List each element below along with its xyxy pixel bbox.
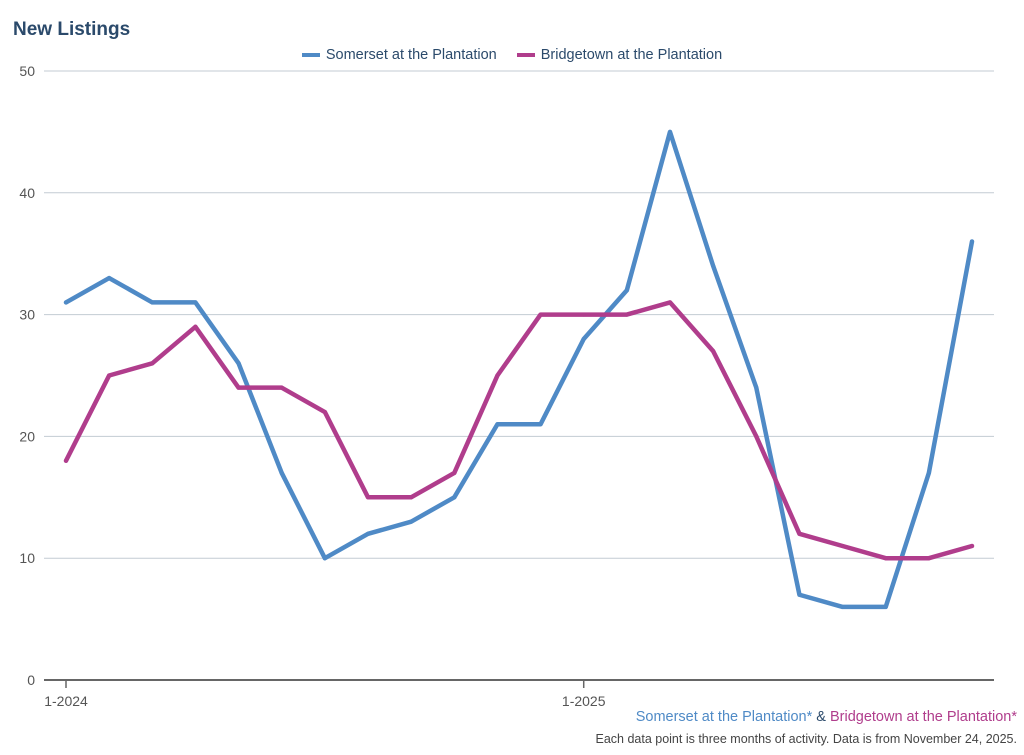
data-point	[754, 434, 759, 439]
y-tick-label: 20	[19, 428, 35, 444]
data-point	[624, 312, 629, 317]
data-point	[236, 385, 241, 390]
data-point	[495, 422, 500, 427]
legend-item-bridgetown[interactable]: Bridgetown at the Plantation	[516, 47, 723, 63]
data-point	[840, 604, 845, 609]
data-point	[452, 470, 457, 475]
footer-separator: &	[812, 709, 830, 725]
data-point	[711, 263, 716, 268]
data-point	[64, 300, 68, 305]
data-point	[840, 544, 845, 549]
data-point	[668, 129, 672, 134]
data-point	[150, 361, 155, 366]
data-point	[107, 373, 112, 378]
legend-swatch	[516, 53, 535, 57]
data-point	[970, 239, 974, 244]
data-point	[754, 385, 759, 390]
legend-label: Bridgetown at the Plantation	[540, 47, 723, 63]
data-point	[495, 373, 500, 378]
data-point	[797, 531, 802, 536]
legend: Somerset at the Plantation Bridgetown at…	[0, 45, 1024, 63]
data-point	[193, 300, 198, 305]
data-point	[409, 495, 414, 500]
data-point	[366, 495, 370, 500]
data-point	[711, 349, 716, 354]
data-point	[883, 556, 888, 561]
y-tick-label: 40	[19, 185, 35, 201]
y-tick-label: 50	[19, 63, 35, 79]
footer-note: Each data point is three months of activ…	[595, 732, 1017, 746]
data-point	[581, 336, 586, 341]
series-line-2	[63, 300, 975, 561]
data-point	[581, 312, 586, 317]
data-point	[538, 422, 543, 427]
footer-series2: Bridgetown at the Plantation*	[829, 709, 1017, 725]
data-point	[279, 385, 284, 390]
data-point	[538, 312, 543, 317]
chart-title: New Listings	[13, 19, 131, 40]
data-point	[279, 470, 284, 475]
data-point	[64, 458, 68, 463]
data-point	[970, 544, 974, 549]
data-point	[797, 592, 802, 597]
legend-swatch	[301, 53, 320, 57]
data-point	[668, 300, 672, 305]
y-tick-label: 10	[19, 550, 35, 566]
series-line-1	[63, 129, 975, 610]
data-point	[150, 300, 155, 305]
data-point	[624, 288, 629, 293]
data-point	[452, 495, 457, 500]
data-point	[409, 519, 414, 524]
data-point	[236, 361, 241, 366]
footer-series1: Somerset at the Plantation*	[635, 709, 813, 725]
data-point	[366, 531, 370, 536]
data-point	[193, 324, 198, 329]
data-point	[883, 604, 888, 609]
data-point	[322, 410, 327, 415]
data-point	[926, 556, 931, 561]
data-point	[107, 276, 112, 281]
legend-label: Somerset at the Plantation	[325, 47, 497, 63]
y-tick-label: 0	[27, 672, 35, 688]
x-tick-label: 1-2024	[44, 693, 88, 709]
footer-series-credit: Somerset at the Plantation* & Bridgetown…	[636, 709, 1017, 725]
legend-item-somerset[interactable]: Somerset at the Plantation	[301, 47, 497, 63]
y-tick-label: 30	[19, 307, 35, 323]
x-tick-label: 1-2025	[562, 693, 606, 709]
data-point	[926, 470, 931, 475]
data-point	[322, 556, 327, 561]
